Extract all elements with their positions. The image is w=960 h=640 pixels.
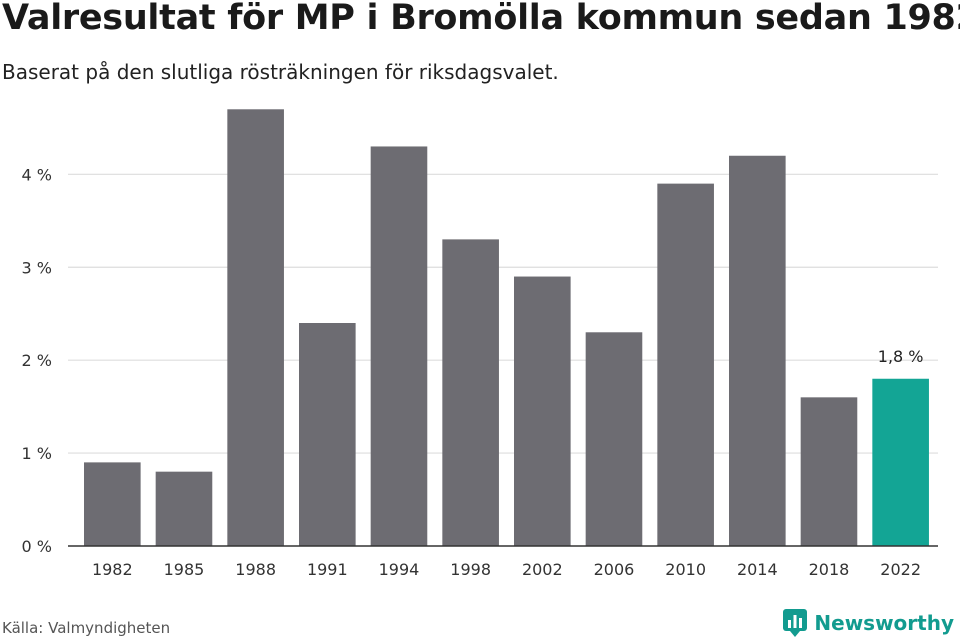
bar <box>585 332 643 546</box>
brand-logo: Newsworthy <box>782 608 954 638</box>
y-tick-label: 3 % <box>22 258 52 277</box>
y-tick-label: 0 % <box>22 537 52 556</box>
x-tick-label: 1991 <box>307 560 348 579</box>
x-tick-label: 1988 <box>235 560 276 579</box>
bar <box>729 155 786 546</box>
newsworthy-logo-icon <box>783 609 808 637</box>
x-tick-label: 2014 <box>737 560 778 579</box>
bar <box>299 323 356 546</box>
bar <box>514 276 571 546</box>
x-tick-label: 2018 <box>809 560 850 579</box>
x-tick-label: 1994 <box>379 560 420 579</box>
y-tick-label: 1 % <box>22 444 52 463</box>
y-tick-label: 2 % <box>22 351 52 370</box>
bar <box>657 183 714 546</box>
bar-chart: 0 % 1 % 2 % 3 % 4 % 1982 1985 1988 1991 1994 1998 2… <box>22 109 938 579</box>
x-tick-label: 1985 <box>164 560 205 579</box>
bar <box>227 109 284 547</box>
x-tick-label: 2002 <box>522 560 563 579</box>
brand-name: Newsworthy <box>814 611 954 635</box>
bar <box>84 462 141 546</box>
bar <box>800 397 858 546</box>
x-tick-label: 1998 <box>450 560 491 579</box>
bar <box>155 471 213 546</box>
bar <box>370 146 428 547</box>
x-tick-label: 2022 <box>880 560 921 579</box>
data-label: 1,8 % <box>878 347 924 366</box>
y-tick-label: 4 % <box>22 165 52 184</box>
x-tick-label: 2010 <box>665 560 706 579</box>
chart-subtitle: Baserat på den slutliga rösträkningen fö… <box>2 60 559 84</box>
source-label: Källa: Valmyndigheten <box>2 619 171 637</box>
bar <box>442 239 499 546</box>
chart-title: Valresultat för MP i Bromölla kommun sed… <box>2 0 960 38</box>
x-tick-label: 1982 <box>92 560 133 579</box>
bar <box>872 378 929 546</box>
x-tick-label: 2006 <box>594 560 635 579</box>
